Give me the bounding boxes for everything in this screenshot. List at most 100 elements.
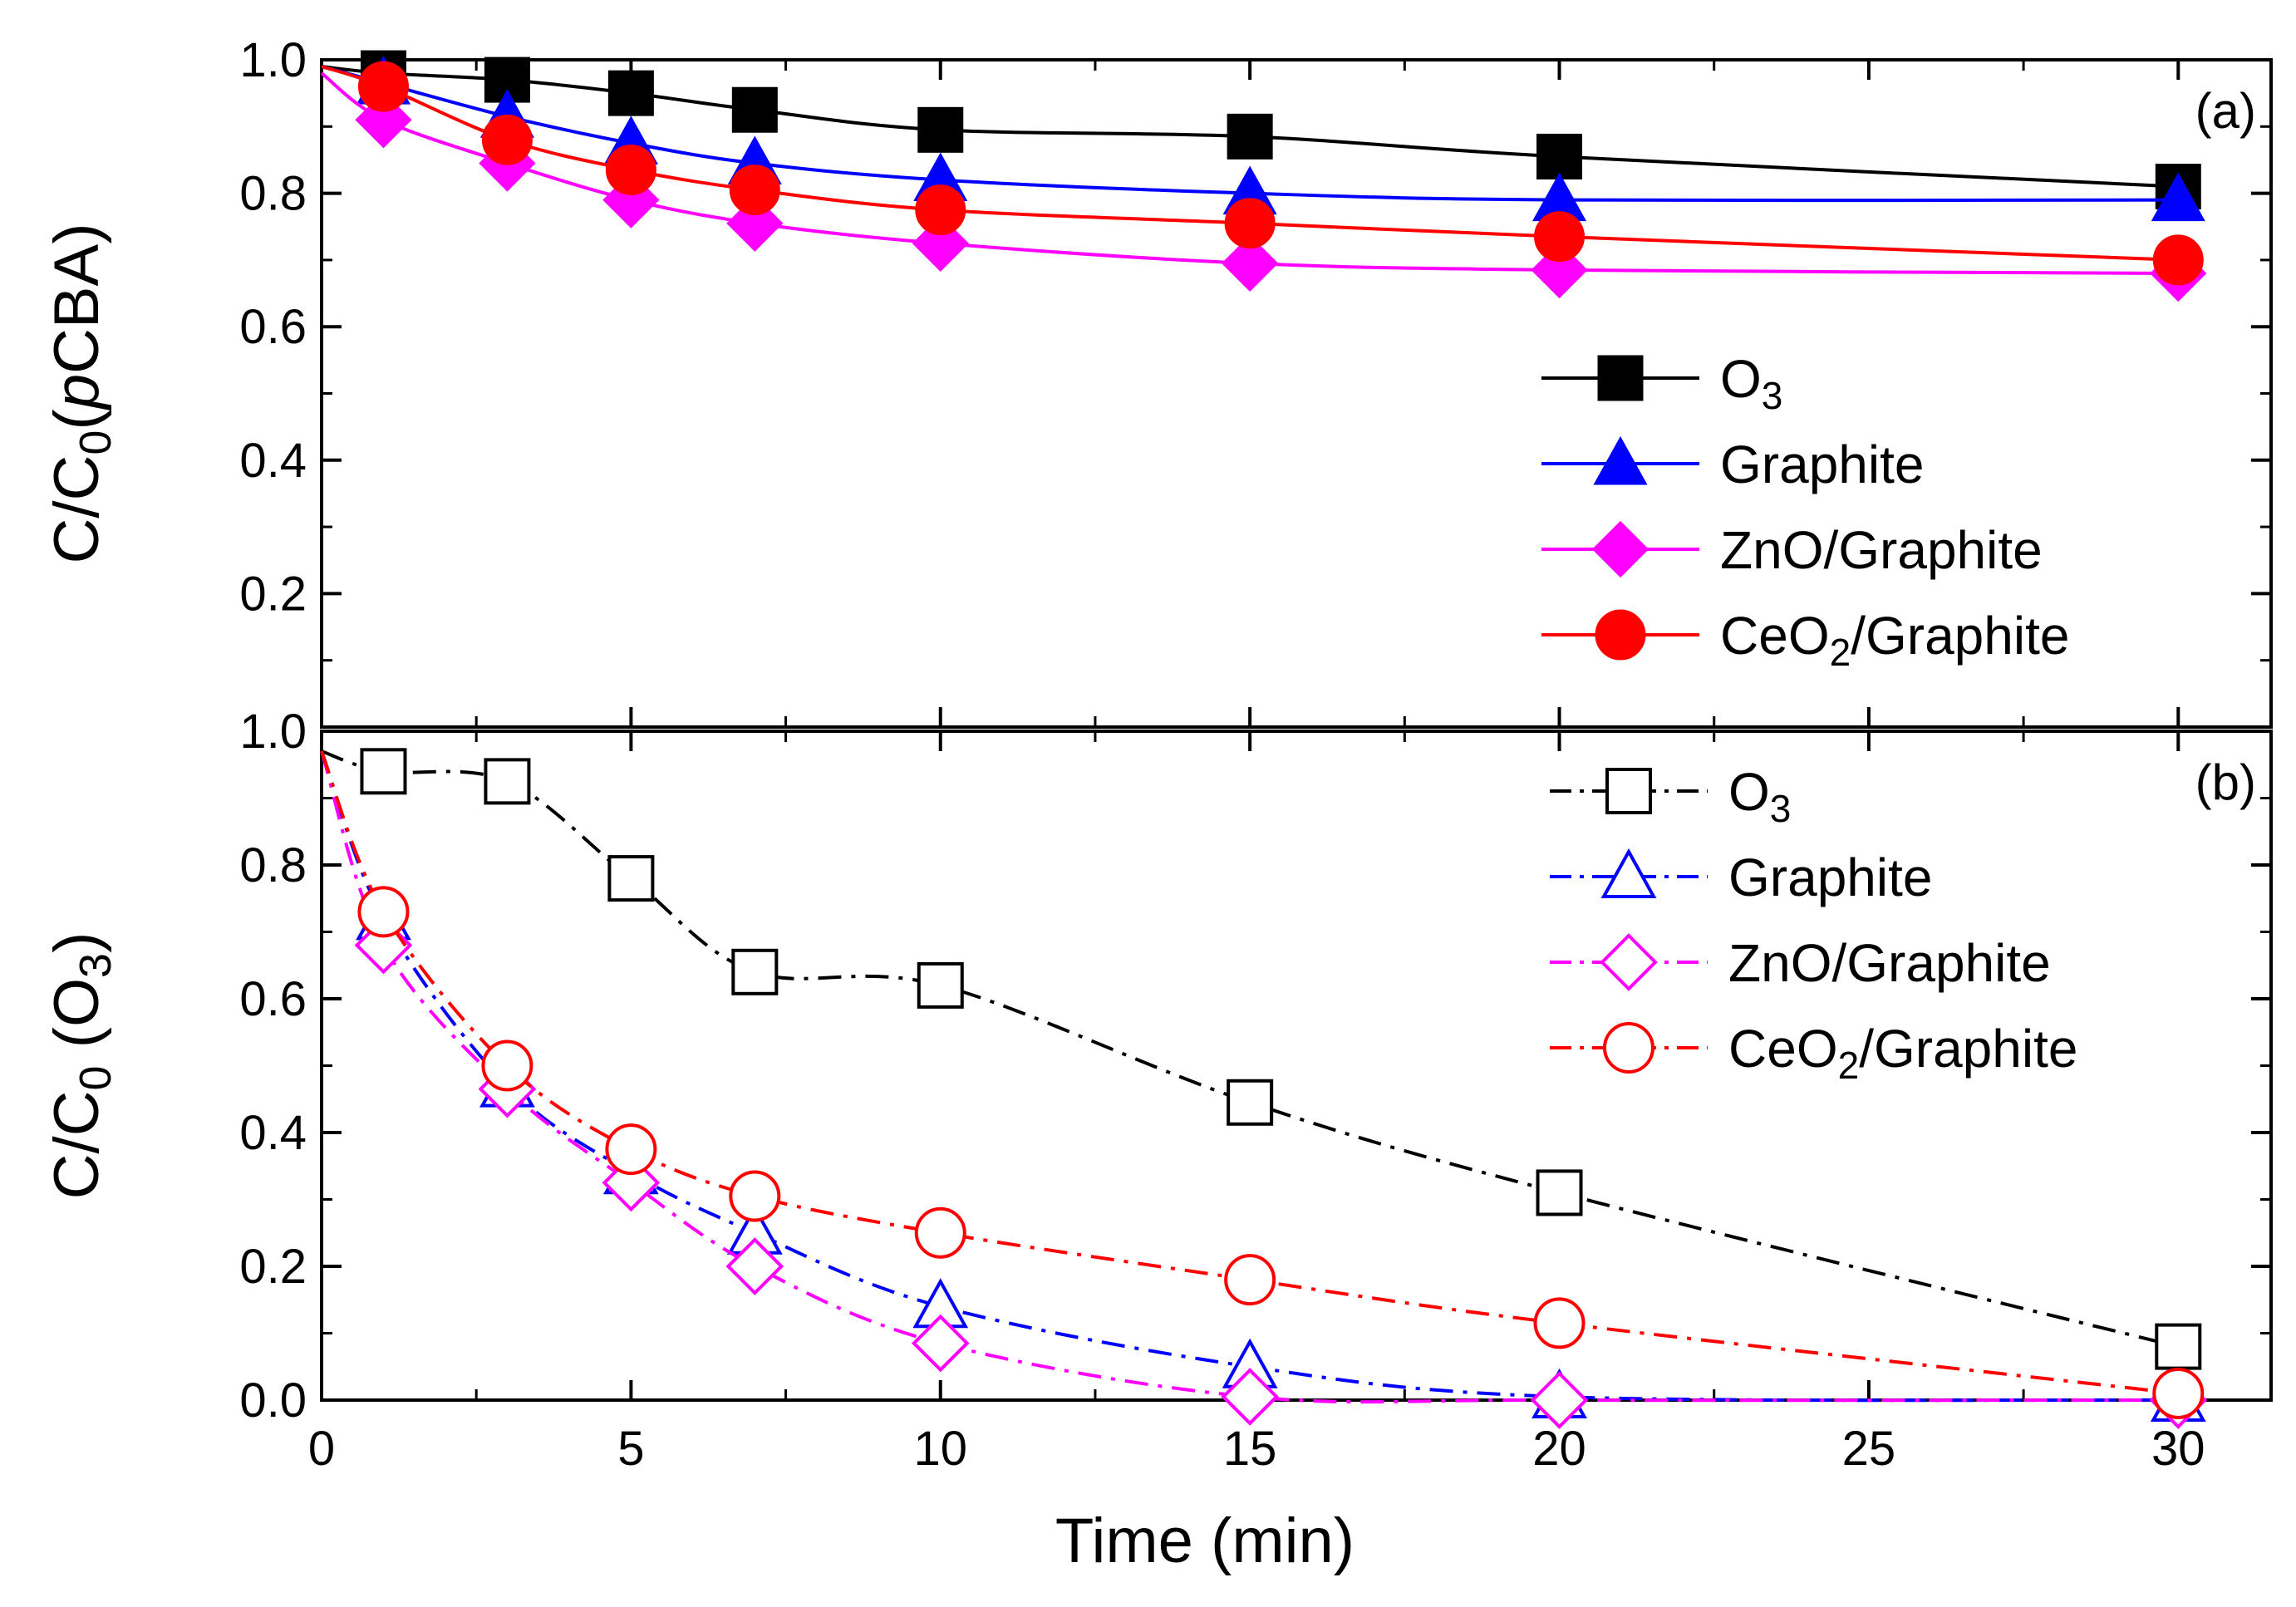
legend-label: CeO2/Graphite <box>1720 606 2069 674</box>
legend-subscript: 2 <box>1830 631 1851 674</box>
x-tick-label: 0 <box>308 1422 335 1476</box>
y-tick-label: 0.0 <box>239 1374 307 1428</box>
data-point-marker <box>605 144 656 195</box>
legend-subscript: 3 <box>1770 787 1792 830</box>
y-title-part: CBA) <box>42 223 112 374</box>
data-point-marker <box>1530 1371 1589 1429</box>
legend-text: Graphite <box>1728 848 1932 907</box>
y-title-part: (O <box>42 978 112 1066</box>
data-point-marker <box>357 61 409 112</box>
legend-text: ZnO/Graphite <box>1720 520 2043 580</box>
y-title-part: ) <box>42 932 112 953</box>
y-tick-label: 0.4 <box>239 1106 307 1160</box>
data-point-marker <box>1221 1368 1279 1426</box>
data-point-marker <box>2152 234 2204 286</box>
data-point-marker <box>2151 172 2205 222</box>
data-point-marker <box>1227 1079 1274 1126</box>
legend-marker <box>1595 609 1646 661</box>
legend-marker <box>1591 520 1649 578</box>
legend-label: ZnO/Graphite <box>1720 520 2043 580</box>
legend-marker <box>1600 848 1657 898</box>
y-tick-label: 1.0 <box>239 705 307 759</box>
data-point-marker <box>481 1039 533 1092</box>
data-point-marker <box>1227 113 1273 160</box>
legend-text: Graphite <box>1720 435 1924 494</box>
series-line <box>320 750 2179 1404</box>
legend-label: Graphite <box>1728 848 1932 907</box>
x-tick-label: 5 <box>617 1422 644 1476</box>
x-axis-title: Time (min) <box>1055 1506 1354 1576</box>
y-tick-label: 0.8 <box>239 167 307 221</box>
data-point-marker <box>731 948 779 995</box>
panel-a-pcba: 0.2 0.4 0.6 0.8 1.0 C/C0(pCBA) (a) O3 Graphite Zn… <box>42 33 2273 729</box>
x-tick-label: 30 <box>2151 1422 2205 1476</box>
data-point-marker <box>1534 211 1586 263</box>
y-title-subscript: 0 <box>71 1065 120 1090</box>
data-point-marker <box>2152 1367 2205 1419</box>
data-point-marker <box>917 106 964 153</box>
data-point-marker <box>914 1206 966 1259</box>
legend-marker <box>1600 933 1658 991</box>
data-point-marker <box>729 1170 781 1222</box>
legend-label: O3 <box>1728 762 1791 830</box>
legend-marker <box>1593 435 1648 485</box>
x-tick-label: 10 <box>914 1422 968 1476</box>
legend-text: /Graphite <box>1859 1019 2077 1079</box>
data-point-marker <box>484 758 531 805</box>
series-square <box>321 748 2202 1370</box>
y-title-part: ( <box>42 409 112 430</box>
data-point-marker <box>915 184 966 236</box>
y-tick-label: 0.6 <box>239 300 307 354</box>
panel-label: (a) <box>2195 83 2256 139</box>
x-tick-label: 20 <box>1532 1422 1586 1476</box>
data-point-marker <box>1224 1254 1276 1306</box>
legend-text: /Graphite <box>1851 606 2069 666</box>
data-point-marker <box>725 1237 784 1295</box>
legend-label: ZnO/Graphite <box>1728 933 2051 993</box>
legend-text: ZnO/Graphite <box>1728 933 2051 993</box>
y-title-part: C/C <box>42 1091 112 1200</box>
y-axis-title: C/C0(pCBA) <box>42 223 120 563</box>
x-tick-label: 15 <box>1223 1422 1277 1476</box>
legend-marker <box>1605 768 1652 814</box>
x-tick-label: 25 <box>1842 1422 1896 1476</box>
data-point-marker <box>1222 234 1279 292</box>
y-title-part: C/C <box>42 455 112 564</box>
y-tick-label: 0.2 <box>239 1240 307 1294</box>
legend: O3 Graphite ZnO/Graphite CeO2/Graphite <box>1550 762 2077 1087</box>
data-point-marker <box>917 961 964 1009</box>
data-point-marker <box>360 748 407 795</box>
legend-subscript: 3 <box>1762 374 1783 417</box>
legend-marker <box>1597 355 1644 401</box>
data-point-marker <box>1536 1169 1583 1216</box>
series-line <box>320 750 2179 1395</box>
y-title-subscript: 3 <box>71 953 120 978</box>
data-point-marker <box>607 855 655 902</box>
y-tick-label: 1.0 <box>239 33 307 87</box>
legend-label: CeO2/Graphite <box>1728 1019 2077 1087</box>
series-line <box>320 750 2179 1403</box>
legend-subscript: 2 <box>1838 1044 1860 1087</box>
legend-text: CeO <box>1728 1019 1838 1079</box>
legend-label: Graphite <box>1720 435 1924 494</box>
y-tick-label: 0.8 <box>239 838 307 892</box>
legend: O3 Graphite ZnO/Graphite CeO2/Graphite <box>1541 349 2069 674</box>
data-point-marker <box>729 165 780 216</box>
y-tick-label: 0.6 <box>239 972 307 1026</box>
y-axis-title: C/C0 (O3) <box>42 932 120 1200</box>
data-point-marker <box>607 70 654 116</box>
series-circle <box>320 750 2205 1419</box>
data-point-marker <box>731 86 778 133</box>
data-point-marker <box>481 114 533 165</box>
panel-label: (b) <box>2195 754 2256 810</box>
data-point-marker <box>1533 1297 1586 1349</box>
data-point-marker <box>605 1123 657 1176</box>
data-point-marker <box>911 1314 970 1373</box>
legend-text: O <box>1720 349 1762 409</box>
y-tick-label: 0.2 <box>239 567 307 621</box>
data-point-marker <box>1536 133 1583 179</box>
legend-marker <box>1603 1022 1654 1074</box>
